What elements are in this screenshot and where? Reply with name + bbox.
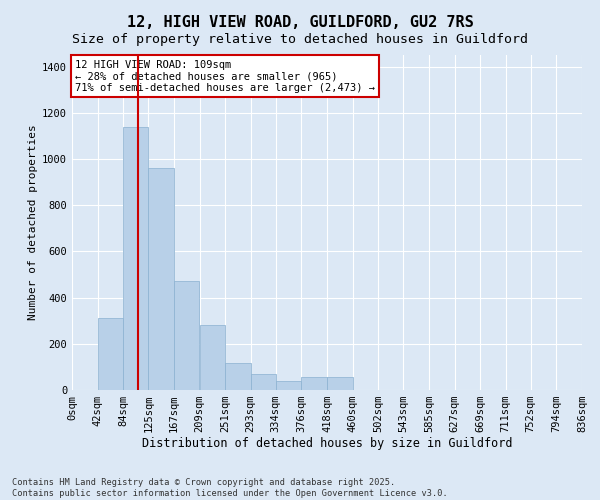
- Bar: [148, 168, 174, 390]
- Bar: [327, 378, 353, 390]
- Y-axis label: Number of detached properties: Number of detached properties: [28, 124, 38, 320]
- X-axis label: Distribution of detached houses by size in Guildford: Distribution of detached houses by size …: [142, 436, 512, 450]
- Text: Contains HM Land Registry data © Crown copyright and database right 2025.
Contai: Contains HM Land Registry data © Crown c…: [12, 478, 448, 498]
- Bar: [251, 374, 276, 390]
- Bar: [276, 381, 301, 390]
- Bar: [123, 126, 148, 390]
- Bar: [98, 318, 123, 390]
- Text: Size of property relative to detached houses in Guildford: Size of property relative to detached ho…: [72, 32, 528, 46]
- Bar: [225, 364, 251, 390]
- Bar: [199, 326, 225, 390]
- Bar: [174, 282, 199, 390]
- Text: 12, HIGH VIEW ROAD, GUILDFORD, GU2 7RS: 12, HIGH VIEW ROAD, GUILDFORD, GU2 7RS: [127, 15, 473, 30]
- Text: 12 HIGH VIEW ROAD: 109sqm
← 28% of detached houses are smaller (965)
71% of semi: 12 HIGH VIEW ROAD: 109sqm ← 28% of detac…: [75, 60, 375, 93]
- Bar: [301, 378, 327, 390]
